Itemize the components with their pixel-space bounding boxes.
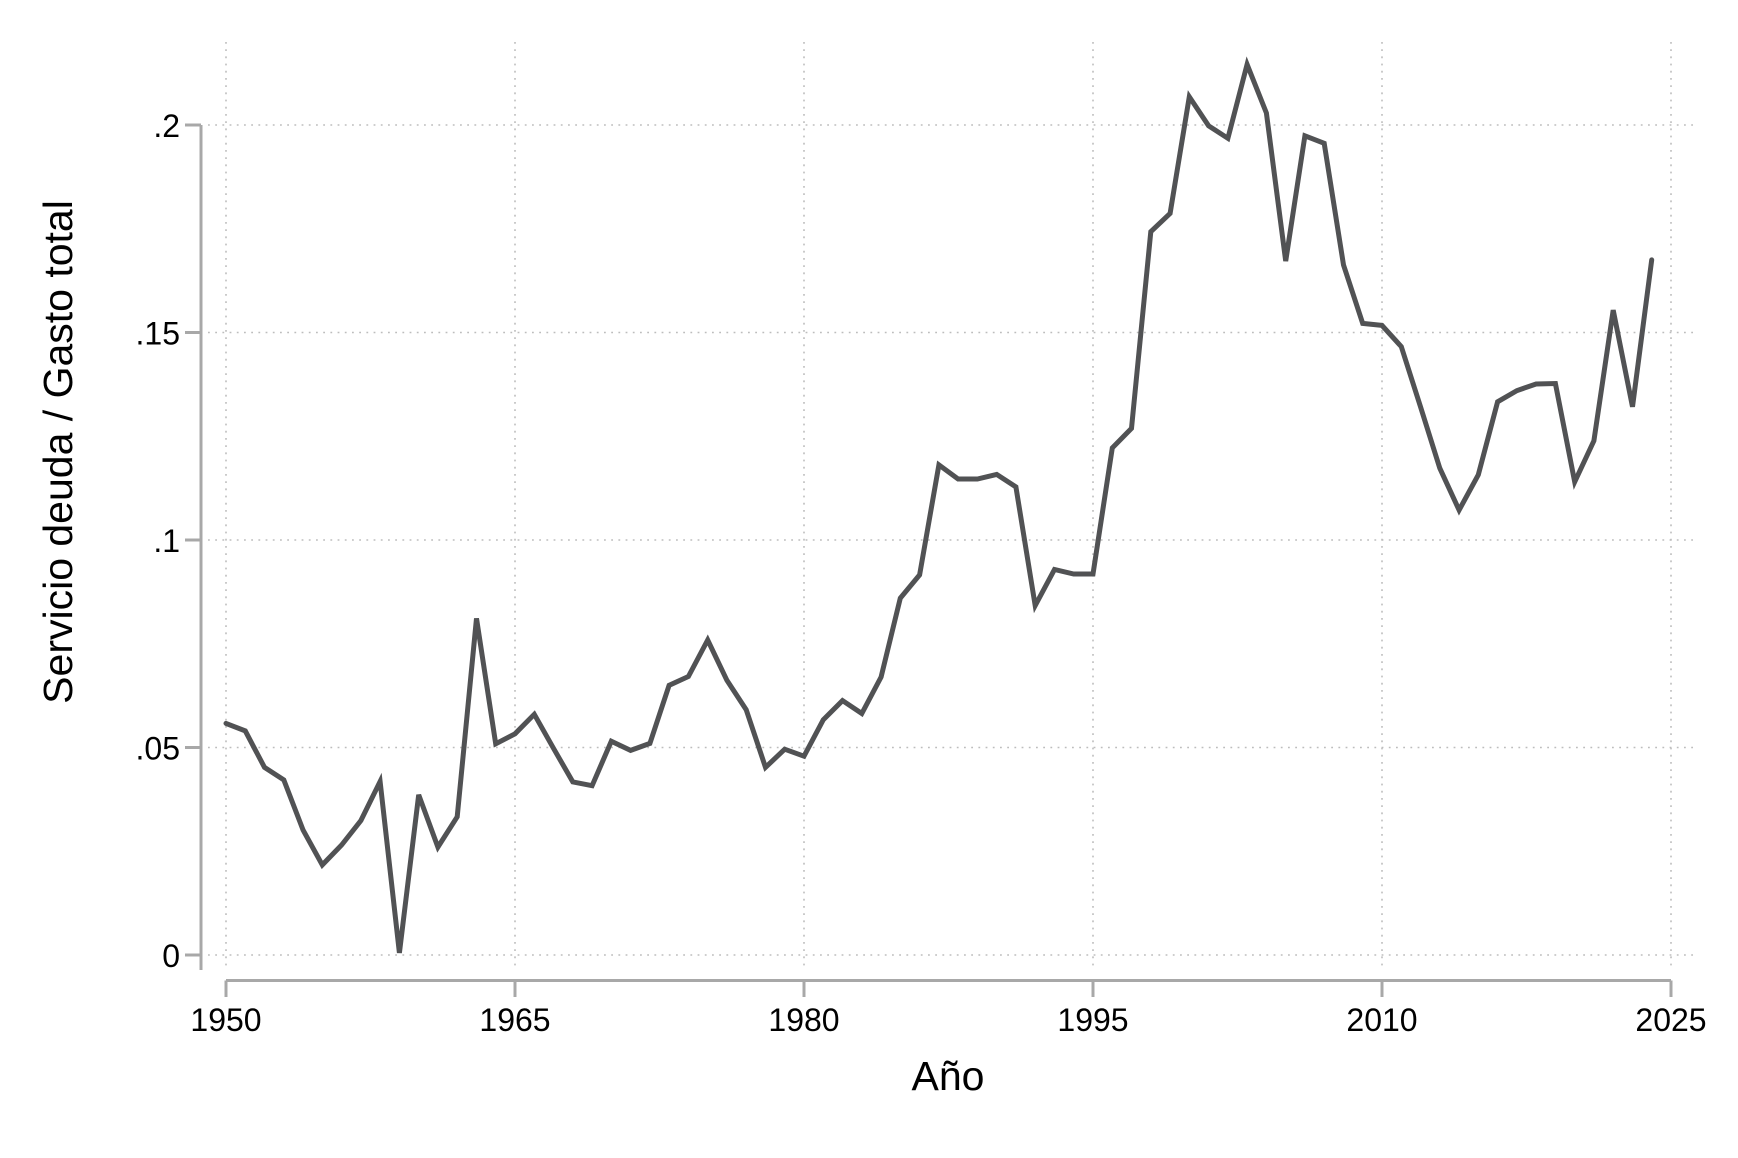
axis-lines <box>199 125 1671 982</box>
y-axis-tick-labels: 0 .05 .1 .15 .2 <box>136 108 180 974</box>
x-tick-label: 1965 <box>479 1002 550 1038</box>
y-tick-label: .05 <box>136 731 180 767</box>
series-line <box>223 56 1655 954</box>
y-tick-label: .2 <box>153 108 180 144</box>
x-tick-label: 1995 <box>1057 1002 1128 1038</box>
x-axis-tick-labels: 1950 1965 1980 1995 2010 2025 <box>190 1002 1706 1038</box>
x-axis-ticks <box>224 980 1673 997</box>
data-series <box>223 56 1655 954</box>
x-tick-label: 2010 <box>1346 1002 1417 1038</box>
x-tick-label: 2025 <box>1635 1002 1706 1038</box>
x-tick-label: 1950 <box>190 1002 261 1038</box>
y-tick-label: .15 <box>136 316 180 352</box>
y-axis-ticks <box>185 123 201 957</box>
y-axis-title: Servicio deuda / Gasto total <box>35 200 81 704</box>
vertical-gridlines <box>225 42 1672 970</box>
x-tick-label: 1980 <box>768 1002 839 1038</box>
y-tick-label: .1 <box>153 523 180 559</box>
y-tick-label: 0 <box>162 938 180 974</box>
x-axis-title: Año <box>912 1053 985 1099</box>
